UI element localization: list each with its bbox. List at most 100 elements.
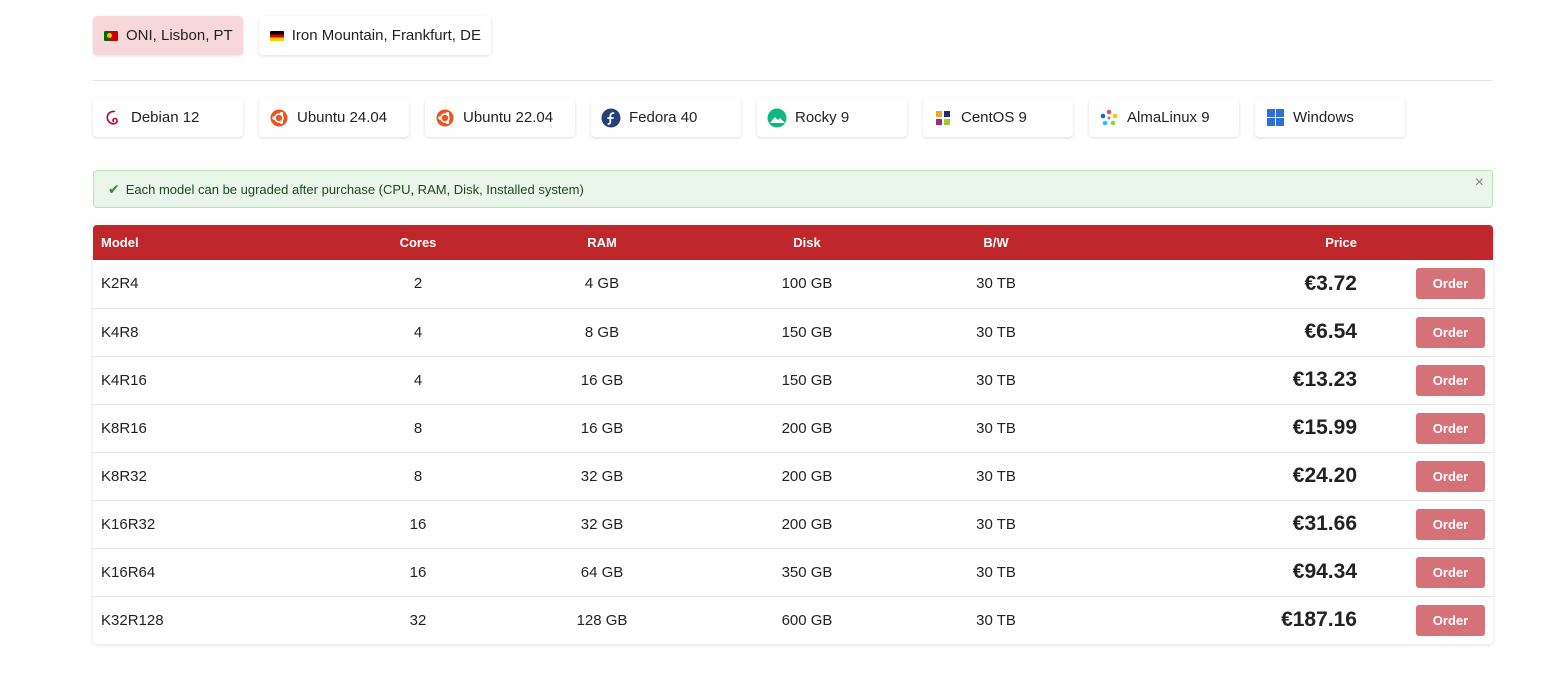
order-button[interactable]: Order	[1416, 364, 1485, 396]
location-selector: ONI, Lisbon, PT Iron Mountain, Frankfurt…	[93, 16, 491, 55]
order-button[interactable]: Order	[1416, 412, 1485, 444]
cell-disk: 200 GB	[781, 515, 833, 533]
cell-cores: 4	[413, 371, 423, 389]
cell-cores: 4	[413, 323, 423, 341]
order-button[interactable]: Order	[1416, 604, 1485, 636]
portugal-flag-icon	[104, 30, 118, 41]
fedora-icon	[601, 108, 621, 128]
table-row: K4R8 4 8 GB 150 GB 30 TB €6.54 Order	[93, 308, 1493, 356]
os-button-almalinux[interactable]: AlmaLinux 9	[1089, 98, 1239, 137]
cell-order: Order	[1357, 356, 1493, 404]
cell-price: €31.66	[1079, 500, 1357, 548]
cell-model: K2R4	[101, 275, 139, 293]
cell-order: Order	[1357, 500, 1493, 548]
cell-disk: 150 GB	[781, 371, 833, 389]
cell-order: Order	[1357, 452, 1493, 500]
cell-price: €24.20	[1079, 452, 1357, 500]
germany-flag-icon	[269, 30, 284, 41]
os-button-windows[interactable]: Windows	[1255, 98, 1405, 137]
os-label: Rocky 9	[795, 109, 850, 126]
os-button-rocky[interactable]: Rocky 9	[757, 98, 907, 137]
order-button[interactable]: Order	[1416, 556, 1485, 588]
cell-price: €3.72	[1079, 260, 1357, 308]
cell-disk: 200 GB	[781, 467, 833, 485]
table-row: K8R32 8 32 GB 200 GB 30 TB €24.20 Order	[93, 452, 1493, 500]
location-button-lisbon[interactable]: ONI, Lisbon, PT	[93, 16, 243, 55]
close-icon[interactable]: ×	[1474, 174, 1484, 191]
os-button-fedora[interactable]: Fedora 40	[591, 98, 741, 137]
header-disk: Disk	[793, 235, 821, 250]
upgrade-info-alert: ✔ Each model can be ugraded after purcha…	[93, 170, 1493, 208]
cell-ram: 4 GB	[584, 275, 620, 293]
header-price: Price	[1325, 235, 1357, 250]
cell-order: Order	[1357, 308, 1493, 356]
os-button-ubuntu-2204[interactable]: Ubuntu 22.04	[425, 98, 575, 137]
cell-ram: 8 GB	[584, 323, 620, 341]
cell-ram: 32 GB	[580, 515, 624, 533]
cell-disk: 100 GB	[781, 275, 833, 293]
os-button-ubuntu-2404[interactable]: Ubuntu 24.04	[259, 98, 409, 137]
cell-order: Order	[1357, 260, 1493, 308]
table-header-row: Model Cores RAM Disk B/W Price	[93, 225, 1493, 260]
os-selector: Debian 12 Ubuntu 24.04 Ubuntu 22.04 Fedo…	[93, 98, 1405, 137]
cell-order: Order	[1357, 596, 1493, 644]
header-ram: RAM	[587, 235, 617, 250]
os-label: Debian 12	[131, 109, 200, 126]
order-button[interactable]: Order	[1416, 268, 1485, 300]
cell-cores: 32	[409, 611, 427, 629]
cell-price: €13.23	[1079, 356, 1357, 404]
os-label: Ubuntu 24.04	[297, 109, 388, 126]
header-action	[1357, 225, 1493, 260]
table-row: K16R64 16 64 GB 350 GB 30 TB €94.34 Orde…	[93, 548, 1493, 596]
os-button-centos[interactable]: CentOS 9	[923, 98, 1073, 137]
cell-order: Order	[1357, 404, 1493, 452]
table-body: K2R4 2 4 GB 100 GB 30 TB €3.72 Order K4R…	[93, 260, 1493, 644]
cell-model: K4R16	[101, 371, 147, 389]
alert-text: Each model can be ugraded after purchase…	[125, 181, 584, 197]
cell-price: €187.16	[1079, 596, 1357, 644]
os-label: AlmaLinux 9	[1127, 109, 1210, 126]
almalinux-icon	[1099, 108, 1119, 128]
cell-price: €15.99	[1079, 404, 1357, 452]
cell-order: Order	[1357, 548, 1493, 596]
cell-bw: 30 TB	[976, 467, 1016, 485]
cell-disk: 150 GB	[781, 323, 833, 341]
cell-model: K32R128	[101, 611, 164, 629]
price-value: €187.16	[1281, 608, 1357, 632]
price-value: €3.72	[1304, 271, 1357, 295]
os-label: Fedora 40	[629, 109, 698, 126]
location-button-frankfurt[interactable]: Iron Mountain, Frankfurt, DE	[258, 16, 491, 55]
price-value: €13.23	[1292, 368, 1357, 391]
order-button[interactable]: Order	[1416, 460, 1485, 492]
price-value: €94.34	[1292, 560, 1357, 583]
cell-disk: 200 GB	[781, 419, 833, 437]
cell-ram: 16 GB	[580, 371, 624, 389]
ubuntu-icon	[269, 108, 289, 128]
cell-model: K8R16	[101, 419, 147, 437]
cell-cores: 8	[413, 467, 423, 485]
cell-price: €94.34	[1079, 548, 1357, 596]
divider	[93, 80, 1493, 81]
cell-bw: 30 TB	[976, 515, 1016, 533]
cell-model: K16R64	[101, 563, 156, 581]
cell-bw: 30 TB	[976, 371, 1016, 389]
header-cores: Cores	[399, 235, 437, 250]
cell-ram: 128 GB	[576, 611, 628, 629]
price-value: €31.66	[1292, 512, 1357, 535]
location-label: Iron Mountain, Frankfurt, DE	[291, 27, 481, 44]
cell-model: K8R32	[101, 467, 147, 485]
order-button[interactable]: Order	[1416, 316, 1485, 348]
cell-model: K16R32	[101, 515, 156, 533]
header-bw: B/W	[983, 235, 1009, 250]
rocky-icon	[767, 108, 787, 128]
os-button-debian[interactable]: Debian 12	[93, 98, 243, 137]
cell-cores: 16	[409, 563, 427, 581]
cell-disk: 600 GB	[781, 611, 833, 629]
price-value: €6.54	[1304, 320, 1357, 343]
cell-bw: 30 TB	[976, 419, 1016, 437]
table-row: K32R128 32 128 GB 600 GB 30 TB €187.16 O…	[93, 596, 1493, 644]
table-row: K16R32 16 32 GB 200 GB 30 TB €31.66 Orde…	[93, 500, 1493, 548]
order-button[interactable]: Order	[1416, 508, 1485, 540]
checkmark-icon: ✔	[108, 180, 120, 197]
